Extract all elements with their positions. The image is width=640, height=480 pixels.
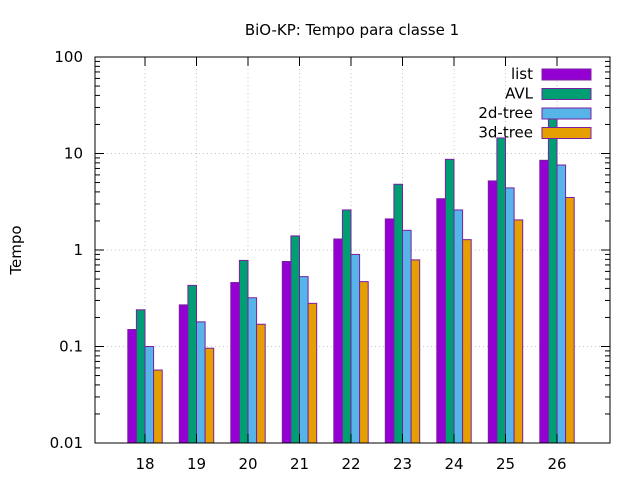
legend-swatch	[541, 107, 592, 120]
bar-list	[127, 329, 137, 444]
bar-3d-tree	[204, 347, 215, 444]
legend-label: 2d-tree	[478, 104, 533, 122]
bar-avl	[547, 114, 558, 444]
axis-ticks: 0.01 0.1 1 10 100 18 19 20 21 22 23 24 25 26	[50, 48, 610, 473]
bar-3d-tree	[513, 219, 524, 444]
x-tick-label: 24	[444, 455, 463, 473]
chart-title: BiO-KP: Tempo para classe 1	[245, 21, 459, 39]
bar-avl	[444, 158, 455, 444]
bar-2d-tree	[453, 209, 464, 444]
bar-3d-tree	[307, 302, 318, 444]
bar-list	[436, 198, 446, 444]
x-tick-label: 26	[547, 455, 566, 473]
x-tick-label: 18	[135, 455, 154, 473]
legend-label: AVL	[505, 85, 534, 103]
x-tick-label: 22	[341, 455, 360, 473]
y-tick-label: 10	[64, 145, 83, 163]
bar-2d-tree	[402, 229, 412, 444]
bar-3d-tree	[410, 259, 421, 444]
bar-avl	[187, 284, 197, 444]
legend-swatch	[541, 127, 592, 139]
bar-2d-tree	[556, 164, 567, 444]
bar-2d-tree	[144, 346, 155, 444]
bar-2d-tree	[247, 297, 258, 444]
bar-list	[333, 238, 343, 444]
bar-avl	[341, 209, 352, 444]
legend-label: 3d-tree	[478, 124, 533, 142]
bar-3d-tree	[359, 281, 369, 444]
bar-avl	[238, 259, 249, 444]
bar-avl	[135, 309, 146, 444]
bar-avl	[496, 137, 506, 444]
bar-avl	[393, 183, 403, 444]
y-axis-label: Tempo	[7, 225, 25, 275]
x-tick-label: 21	[290, 455, 309, 473]
y-tick-label: 1	[73, 241, 83, 259]
bar-2d-tree	[505, 187, 515, 444]
x-tick-label: 25	[496, 455, 515, 473]
bar-list	[281, 261, 292, 444]
y-tick-label: 0.01	[50, 434, 83, 452]
x-tick-label: 23	[393, 455, 412, 473]
bar-2d-tree	[196, 321, 206, 444]
legend-swatch	[541, 88, 592, 100]
bar-list	[539, 159, 549, 444]
legend-swatch	[541, 68, 592, 81]
bar-3d-tree	[153, 369, 163, 444]
x-tick-label: 19	[187, 455, 206, 473]
bars	[127, 114, 575, 444]
y-tick-label: 0.1	[59, 338, 83, 356]
bar-3d-tree	[462, 239, 472, 444]
bar-avl	[290, 235, 300, 444]
bar-3d-tree	[256, 323, 266, 444]
x-tick-label: 20	[238, 455, 257, 473]
y-tick-label: 100	[54, 48, 83, 66]
bar-2d-tree	[350, 253, 361, 444]
bar-list	[384, 218, 395, 444]
legend-label: list	[511, 65, 533, 83]
bar-list	[230, 282, 240, 444]
bar-list	[178, 304, 189, 444]
bar-2d-tree	[299, 276, 309, 444]
bar-list	[487, 180, 498, 444]
bar-3d-tree	[565, 196, 575, 444]
